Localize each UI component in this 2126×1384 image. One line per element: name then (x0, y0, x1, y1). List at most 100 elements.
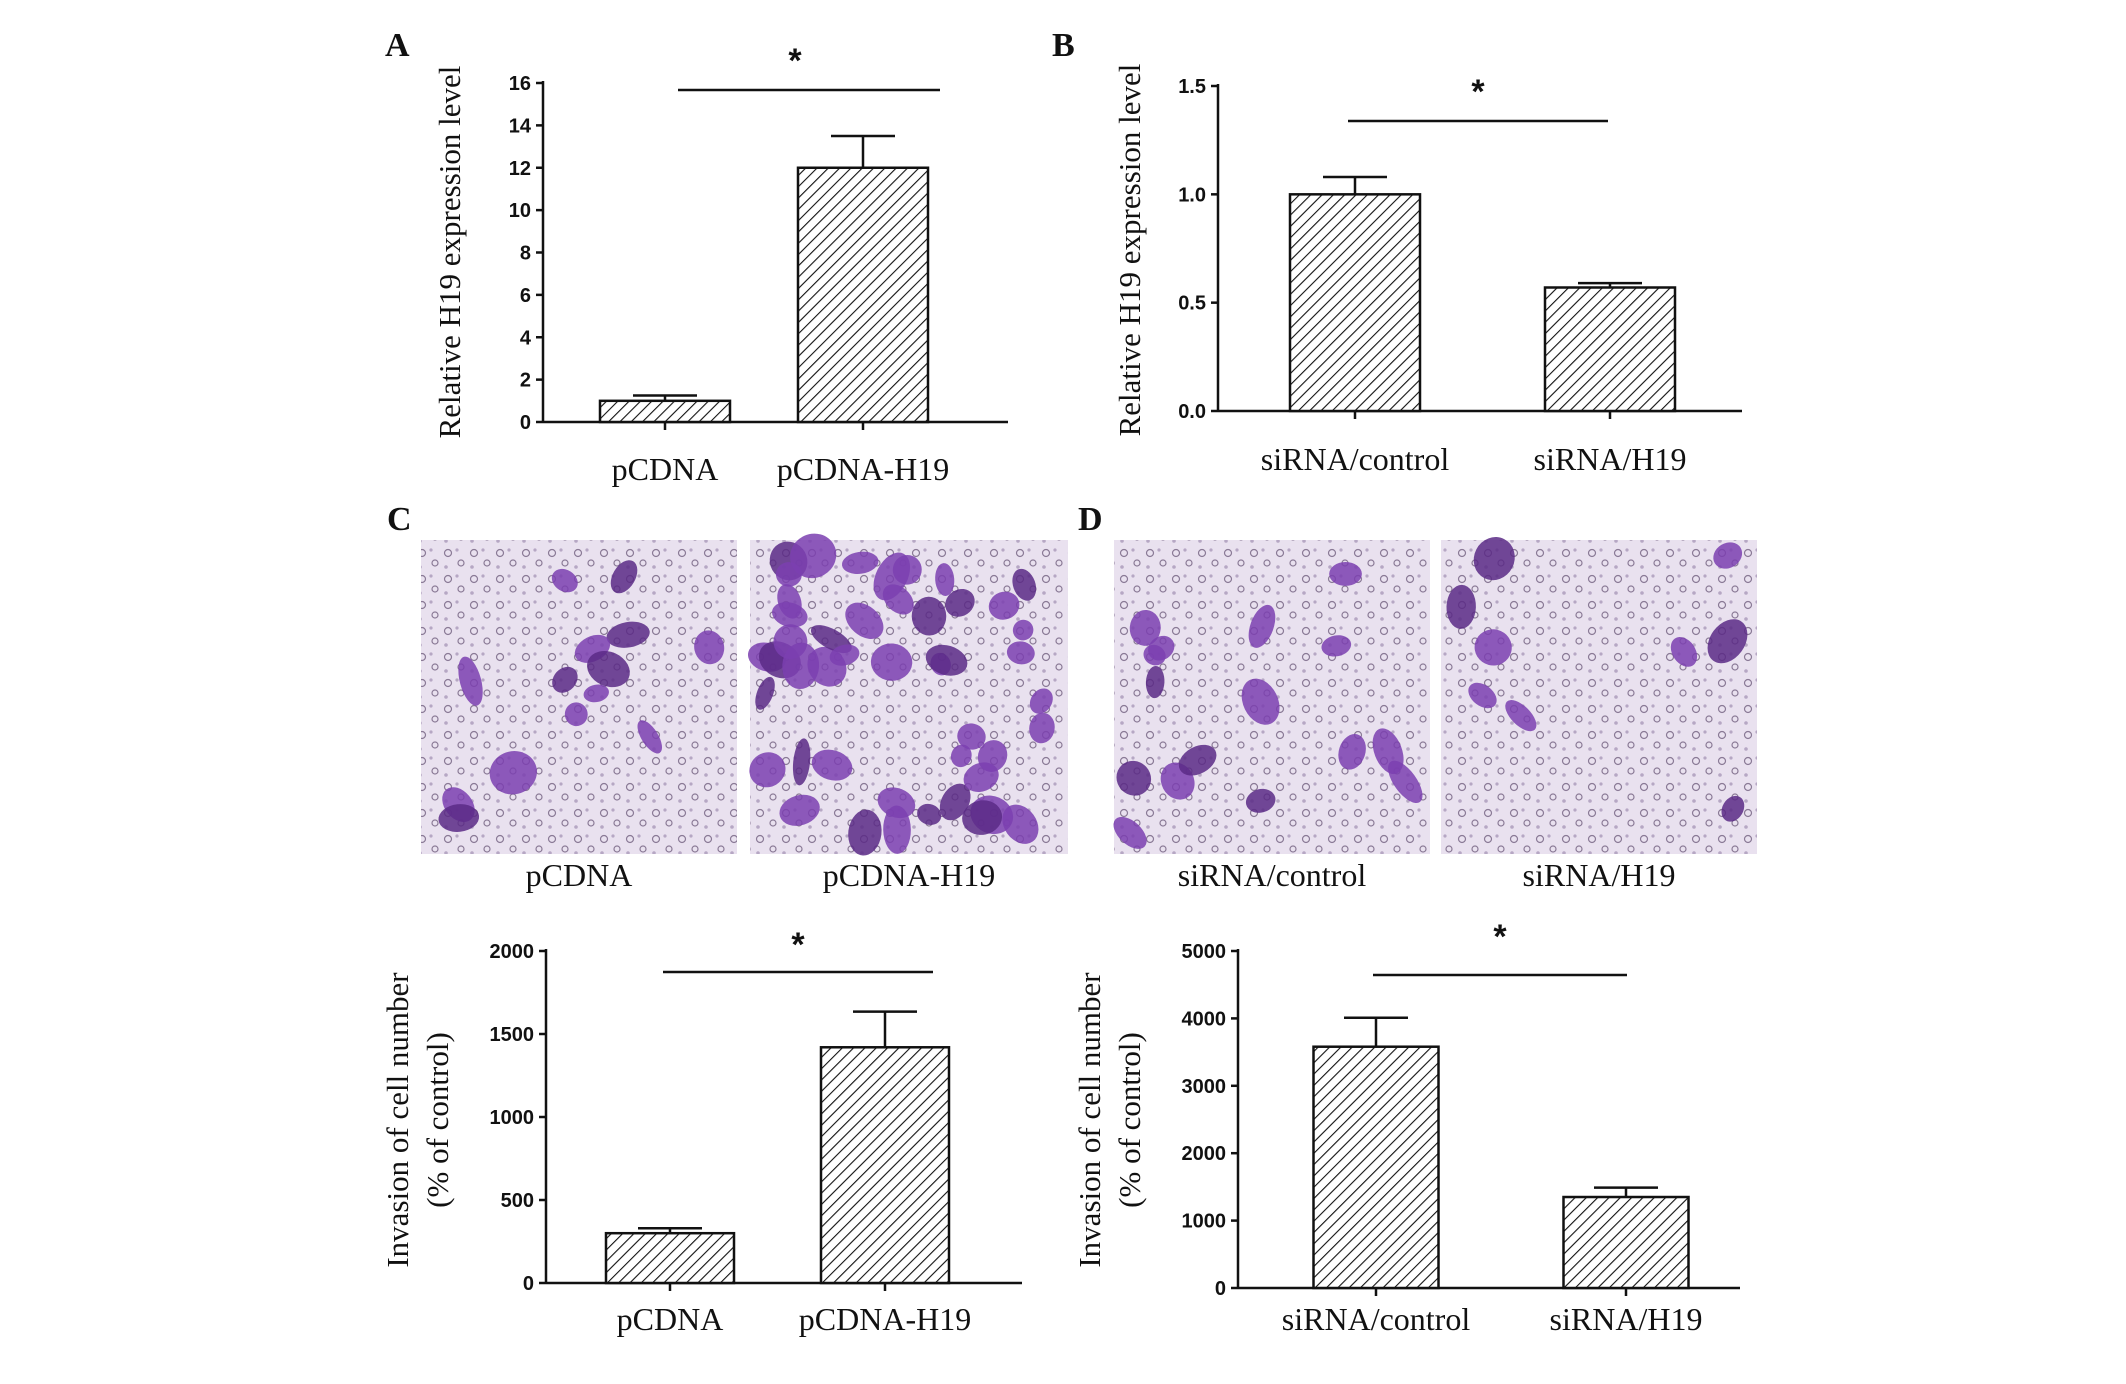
bar-0 (1288, 193, 1422, 413)
stained-cell (489, 751, 537, 795)
stained-cell (587, 651, 630, 688)
stained-cell (911, 596, 947, 636)
stained-cell (1372, 728, 1404, 775)
stained-cell (694, 630, 725, 665)
stained-cell (1248, 604, 1276, 648)
stained-cell (438, 804, 480, 832)
micrograph-label: siRNA/H19 (1523, 857, 1676, 893)
stained-cell (1029, 688, 1053, 714)
category-label: pCDNA-H19 (777, 451, 949, 487)
stained-cell (1116, 760, 1152, 796)
y-axis-title: Invasion of cell number (380, 972, 415, 1268)
y-tick-label: 2000 (490, 941, 535, 963)
stained-cell (1707, 619, 1748, 664)
stained-cell (637, 720, 663, 754)
stained-cell (950, 744, 972, 768)
stained-cell (977, 740, 1008, 772)
stained-cell (1721, 795, 1745, 822)
stained-cell (1029, 712, 1055, 744)
y-tick-label: 5000 (1182, 941, 1227, 963)
y-tick-label: 2000 (1182, 1143, 1227, 1165)
bar-1 (819, 1046, 951, 1285)
panel-letter-d: D (1078, 501, 1103, 538)
stained-cell (1178, 744, 1217, 776)
bar-1 (1562, 1195, 1690, 1290)
stained-cell (1713, 542, 1743, 569)
stained-cell (790, 533, 837, 579)
chart-b: 0.0 0.5 1.0 1.5 siRNA/control siRNA/H19 * Relat… (1112, 64, 1742, 477)
y-tick-label: 0 (1215, 1278, 1226, 1300)
significance-star: * (788, 42, 802, 80)
panel-letter-a: A (385, 27, 410, 64)
stained-cell (988, 591, 1020, 620)
stained-cell (841, 551, 879, 574)
y-tick-label: 6 (520, 285, 531, 307)
y-tick-label: 12 (509, 158, 531, 180)
category-label: siRNA/H19 (1534, 441, 1687, 477)
stained-cell (792, 738, 811, 786)
stained-cell (1473, 537, 1515, 581)
stained-cell (458, 656, 483, 706)
y-tick-label: 2 (520, 370, 531, 392)
stained-cell (1002, 804, 1039, 844)
y-tick-label: 0 (523, 1273, 534, 1295)
stained-cell (1129, 609, 1161, 646)
stained-cell (883, 805, 911, 854)
y-tick-label: 1000 (490, 1107, 535, 1129)
chart-c: 0 500 1000 1500 2000 pCDNA pCDNA-H19 * Invasion … (380, 926, 1022, 1337)
stained-cell (1245, 788, 1276, 813)
category-label: pCDNA-H19 (799, 1301, 971, 1337)
stained-cell (1148, 635, 1175, 661)
y-tick-label: 16 (509, 73, 531, 95)
y-tick-label: 1.0 (1178, 184, 1206, 206)
category-label: siRNA/control (1261, 441, 1450, 477)
y-axis-title: Invasion of cell number (1072, 972, 1107, 1268)
micrograph-label: siRNA/control (1178, 857, 1367, 893)
micrograph-label: pCDNA (526, 857, 633, 893)
stained-cell (1474, 629, 1512, 666)
y-tick-label: 14 (509, 115, 532, 137)
y-tick-label: 0.5 (1178, 293, 1206, 315)
micrograph-0: pCDNA (421, 540, 737, 893)
stained-cell (1113, 816, 1147, 849)
micrographs: pCDNA pCDNA-H19 siRNA/control siRNA/H19 (421, 533, 1757, 893)
stained-cell (606, 621, 650, 648)
micrograph-1: pCDNA-H19 (747, 533, 1068, 893)
stained-cell (877, 787, 916, 819)
stained-cell (1468, 682, 1497, 709)
stained-cell (1446, 584, 1476, 629)
y-tick-label: 4000 (1182, 1008, 1227, 1030)
stained-cell (552, 666, 578, 693)
y-axis-title: (% of control) (420, 1032, 455, 1208)
y-tick-label: 8 (520, 243, 531, 265)
micrograph-2: siRNA/control (1113, 540, 1430, 893)
y-axis-title: Relative H19 expression level (1112, 64, 1147, 437)
stained-cell (962, 800, 1003, 835)
bar-0 (598, 399, 732, 424)
y-tick-label: 1.5 (1178, 76, 1206, 98)
stained-cell (773, 624, 808, 660)
stained-cell (564, 702, 588, 727)
y-tick-label: 500 (501, 1190, 534, 1212)
stained-cell (1241, 678, 1280, 725)
y-tick-label: 1500 (490, 1024, 535, 1046)
chart-a: 0 2 4 6 8 10 12 14 16 pCDNA pCDNA-H19 * Relative H19… (432, 42, 1008, 487)
stained-cell (917, 803, 942, 826)
significance-star: * (791, 926, 805, 964)
stained-cell (845, 602, 884, 639)
y-tick-label: 10 (509, 200, 531, 222)
stained-cell (583, 684, 609, 703)
stained-cell (755, 676, 775, 710)
y-tick-label: 0 (520, 412, 531, 434)
significance-star: * (1493, 918, 1507, 956)
stained-cell (1505, 700, 1537, 732)
category-label: siRNA/control (1282, 1301, 1471, 1337)
stained-cell (1329, 561, 1362, 586)
stained-cell (610, 560, 638, 594)
stained-cell (882, 584, 914, 615)
bar-1 (1543, 286, 1677, 413)
significance-star: * (1471, 73, 1485, 111)
stained-cell (1006, 641, 1035, 665)
y-axis-title: (% of control) (1112, 1032, 1147, 1208)
bar-0 (604, 1231, 736, 1285)
